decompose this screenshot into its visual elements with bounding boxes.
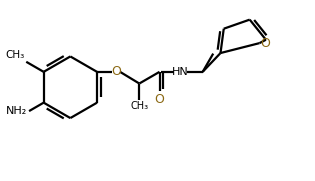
Text: HN: HN: [172, 67, 189, 77]
Text: CH₃: CH₃: [5, 50, 25, 60]
Text: CH₃: CH₃: [130, 101, 148, 111]
Text: O: O: [111, 65, 121, 78]
Text: O: O: [260, 37, 270, 50]
Text: O: O: [155, 93, 164, 106]
Text: NH₂: NH₂: [6, 106, 27, 116]
